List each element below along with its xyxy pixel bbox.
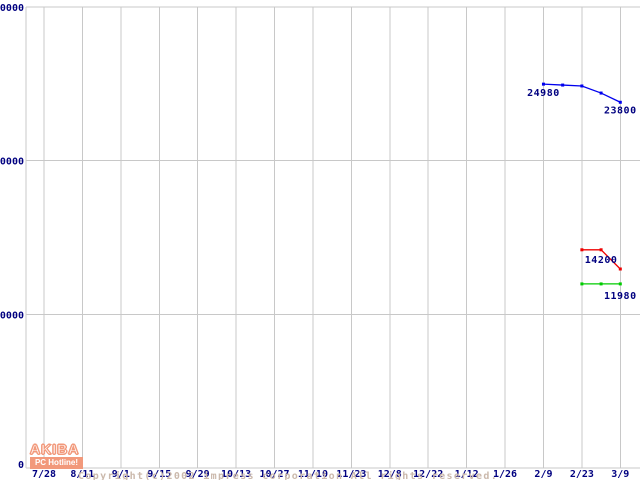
akiba-logo-text: AKIBA (30, 441, 80, 457)
x-tick-label: 11/10 (298, 469, 328, 480)
value-label: 14200 (585, 255, 618, 266)
x-tick-label: 12/22 (413, 469, 443, 480)
data-point-marker-blue (618, 100, 622, 104)
akiba-pc-hotline-logo: AKIBA PC Hotline! (30, 441, 83, 469)
x-tick-label: 2/9 (534, 469, 552, 480)
x-tick-label: 3/9 (611, 469, 629, 480)
x-tick-label: 7/28 (32, 469, 56, 480)
x-tick-label: 9/15 (147, 469, 171, 480)
copyright-line-1: Copyright(c)2002 impress corporation All… (78, 471, 499, 480)
value-label: 23800 (604, 105, 637, 116)
data-point-marker-blue (580, 84, 584, 88)
x-tick-label: 9/29 (186, 469, 210, 480)
data-point-marker-green (618, 282, 622, 286)
x-tick-label: 8/11 (70, 469, 94, 480)
pc-hotline-logo-bar: PC Hotline! (30, 457, 83, 469)
copyright-watermark: Copyright(c)2002 impress corporation All… (78, 442, 498, 480)
x-tick-label: 1/12 (455, 469, 479, 480)
x-tick-label: 12/8 (378, 469, 402, 480)
data-point-marker-green (580, 282, 584, 286)
data-point-marker-blue (541, 82, 545, 86)
data-point-marker-green (599, 282, 603, 286)
y-tick-label: 0 (18, 460, 24, 471)
x-tick-label: 1/26 (493, 469, 517, 480)
y-tick-label: 10000 (0, 310, 24, 321)
value-label: 24980 (527, 88, 560, 99)
x-tick-label: 10/27 (259, 469, 289, 480)
data-point-marker-red (599, 248, 603, 252)
x-tick-label: 2/23 (570, 469, 594, 480)
y-tick-label: 30000 (0, 3, 24, 14)
x-tick-label: 11/23 (336, 469, 366, 480)
data-point-marker-red (618, 267, 622, 271)
x-tick-label: 10/13 (221, 469, 251, 480)
data-point-marker-blue (599, 91, 603, 95)
value-label: 11980 (604, 291, 637, 302)
data-point-marker-red (580, 248, 584, 252)
x-tick-label: 9/1 (112, 469, 130, 480)
y-tick-label: 20000 (0, 157, 24, 168)
data-point-marker-blue (561, 83, 565, 87)
